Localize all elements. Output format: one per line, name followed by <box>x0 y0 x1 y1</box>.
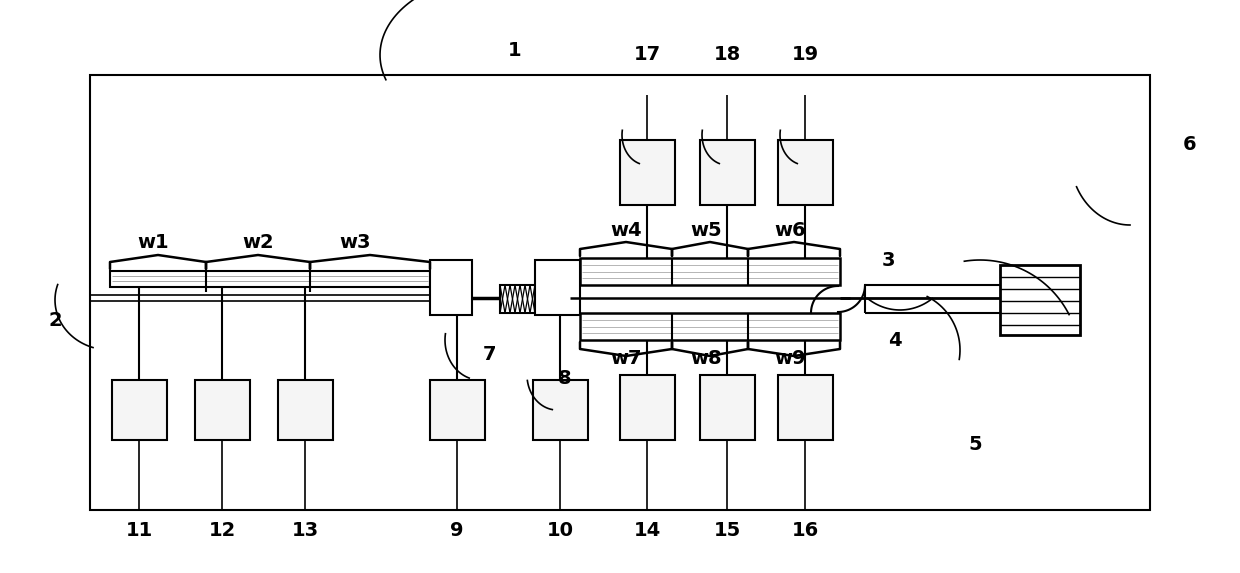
Text: 6: 6 <box>1183 135 1197 155</box>
Text: w6: w6 <box>774 221 806 240</box>
Bar <box>110 271 430 287</box>
Text: 3: 3 <box>882 250 895 269</box>
Text: 2: 2 <box>48 311 62 329</box>
Text: w2: w2 <box>242 233 274 252</box>
Bar <box>620 140 675 205</box>
Text: 12: 12 <box>208 520 236 540</box>
Text: w8: w8 <box>691 348 722 367</box>
Text: 16: 16 <box>791 520 818 540</box>
Text: 10: 10 <box>547 520 573 540</box>
Bar <box>534 260 580 315</box>
Text: 5: 5 <box>968 435 982 454</box>
Bar <box>701 140 755 205</box>
Bar <box>999 265 1080 335</box>
Text: 18: 18 <box>713 45 740 65</box>
Text: 9: 9 <box>450 520 464 540</box>
Text: 14: 14 <box>634 520 661 540</box>
Text: 8: 8 <box>558 368 572 387</box>
Bar <box>620 375 675 440</box>
Bar <box>278 380 334 440</box>
Bar <box>701 375 755 440</box>
Text: w5: w5 <box>691 221 722 240</box>
Bar <box>777 375 833 440</box>
Bar <box>195 380 250 440</box>
Text: w3: w3 <box>340 233 371 252</box>
Bar <box>430 380 485 440</box>
Bar <box>533 380 588 440</box>
Bar <box>91 75 1149 510</box>
Text: 17: 17 <box>634 45 661 65</box>
Text: w1: w1 <box>138 233 169 252</box>
Bar <box>430 260 472 315</box>
Text: 13: 13 <box>291 520 319 540</box>
Bar <box>500 285 534 313</box>
Bar <box>777 140 833 205</box>
Text: w9: w9 <box>774 348 806 367</box>
Text: w7: w7 <box>610 348 642 367</box>
Text: w4: w4 <box>610 221 642 240</box>
Bar <box>580 313 839 340</box>
Text: 1: 1 <box>508 41 522 60</box>
Text: 7: 7 <box>484 346 497 364</box>
Bar <box>112 380 167 440</box>
Text: 19: 19 <box>791 45 818 65</box>
Bar <box>580 258 839 285</box>
Text: 11: 11 <box>125 520 153 540</box>
Text: 4: 4 <box>888 331 901 350</box>
Text: 15: 15 <box>713 520 740 540</box>
